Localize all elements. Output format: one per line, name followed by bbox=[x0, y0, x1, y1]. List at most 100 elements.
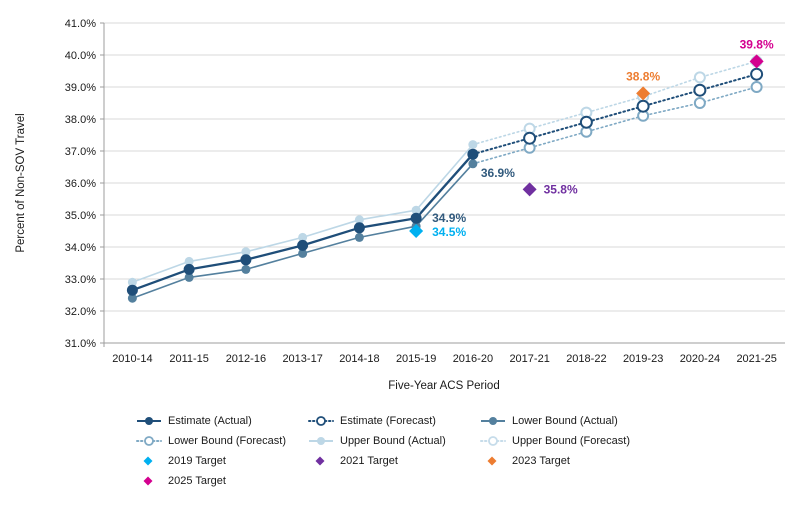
x-tick-label: 2016-20 bbox=[453, 353, 493, 365]
data-point-lower-bound-actual- bbox=[354, 232, 364, 242]
data-point-estimate-actual- bbox=[183, 263, 195, 275]
chart-area: 31.0% 32.0% 33.0% 34.0% 35.0% 36.0% 37.0% 38.0%… bbox=[15, 18, 785, 392]
annotation-label: 36.9% bbox=[481, 166, 515, 180]
diamond-icon bbox=[143, 456, 153, 466]
y-tick-label: 35.0% bbox=[65, 210, 96, 222]
legend-label: Estimate (Actual) bbox=[168, 415, 252, 427]
x-tick-label: 2010-14 bbox=[112, 353, 152, 365]
diamond-icon bbox=[143, 476, 153, 486]
target-diamond-2021-target bbox=[522, 182, 537, 197]
x-tick-label: 2021-25 bbox=[736, 353, 776, 365]
line-marker-icon bbox=[137, 417, 161, 425]
legend-label: 2019 Target bbox=[168, 455, 226, 467]
diamond-icon bbox=[487, 456, 497, 466]
data-point-upper-bound-actual- bbox=[127, 277, 137, 287]
y-tick-label: 40.0% bbox=[65, 50, 96, 62]
data-point-lower-bound-actual- bbox=[127, 293, 137, 303]
y-tick-label: 31.0% bbox=[65, 338, 96, 350]
y-tick-label: 32.0% bbox=[65, 306, 96, 318]
data-point-lower-bound-actual- bbox=[468, 159, 478, 169]
data-point-estimate-actual- bbox=[410, 212, 422, 224]
legend-label: 2025 Target bbox=[168, 475, 226, 487]
legend-label: Lower Bound (Forecast) bbox=[168, 435, 286, 447]
legend: Estimate (Actual) Estimate (Forecast) Lowe… bbox=[136, 411, 652, 491]
annotation-label: 38.8% bbox=[626, 69, 660, 83]
x-tick-label: 2013-17 bbox=[282, 353, 322, 365]
series-line-upper-bound-forecast- bbox=[472, 60, 758, 146]
chart-canvas: 31.0% 32.0% 33.0% 34.0% 35.0% 36.0% 37.0% 38.0%… bbox=[65, 18, 785, 365]
legend-item-2023-target: 2023 Target bbox=[480, 455, 652, 467]
legend-label: Lower Bound (Actual) bbox=[512, 415, 618, 427]
line-marker-icon bbox=[308, 416, 334, 426]
x-tick-label: 2020-24 bbox=[680, 353, 720, 365]
legend-item-estimate-actual-: Estimate (Actual) bbox=[136, 415, 308, 427]
data-point-lower-bound-actual- bbox=[298, 248, 308, 258]
data-point-upper-bound-actual- bbox=[241, 247, 251, 257]
y-tick-label: 38.0% bbox=[65, 114, 96, 126]
series-line-lower-bound-forecast- bbox=[472, 86, 758, 165]
data-point-estimate-actual- bbox=[240, 254, 252, 266]
legend-item-estimate-forecast-: Estimate (Forecast) bbox=[308, 415, 480, 427]
annotation-label: 35.8% bbox=[544, 182, 578, 196]
line-marker-icon bbox=[481, 417, 505, 425]
legend-label: Estimate (Forecast) bbox=[340, 415, 436, 427]
line-marker-icon bbox=[136, 436, 162, 446]
y-tick-label: 36.0% bbox=[65, 178, 96, 190]
x-tick-label: 2012-16 bbox=[226, 353, 266, 365]
legend-item-upper-bound-forecast-: Upper Bound (Forecast) bbox=[480, 435, 652, 447]
data-point-estimate-actual- bbox=[467, 148, 479, 160]
x-tick-label: 2014-18 bbox=[339, 353, 379, 365]
data-point-lower-bound-actual- bbox=[241, 264, 251, 274]
data-point-upper-bound-actual- bbox=[298, 232, 308, 242]
target-diamond-2025-target bbox=[749, 54, 764, 69]
x-tick-label: 2019-23 bbox=[623, 353, 663, 365]
data-point-estimate-actual- bbox=[126, 284, 138, 296]
data-point-estimate-forecast- bbox=[693, 83, 707, 97]
series-line-estimate-forecast- bbox=[471, 73, 758, 156]
data-point-upper-bound-actual- bbox=[411, 205, 421, 215]
x-tick-label: 2017-21 bbox=[509, 353, 549, 365]
data-point-lower-bound-forecast- bbox=[750, 81, 763, 93]
y-axis-title: Percent of Non-SOV Travel bbox=[15, 113, 27, 253]
legend-label: 2023 Target bbox=[512, 455, 570, 467]
data-point-upper-bound-actual- bbox=[354, 215, 364, 225]
line-marker-icon bbox=[309, 437, 333, 445]
y-tick-label: 37.0% bbox=[65, 146, 96, 158]
data-point-lower-bound-forecast- bbox=[693, 97, 706, 109]
data-point-upper-bound-forecast- bbox=[693, 71, 706, 84]
target-diamond-2023-target bbox=[636, 86, 651, 101]
data-point-estimate-actual- bbox=[353, 222, 365, 234]
line-marker-icon bbox=[480, 436, 506, 446]
series-line-estimate-actual- bbox=[131, 153, 474, 292]
legend-item-2025-target: 2025 Target bbox=[136, 475, 308, 487]
data-point-estimate-actual- bbox=[297, 239, 309, 251]
legend-item-upper-bound-actual-: Upper Bound (Actual) bbox=[308, 435, 480, 447]
legend-label: Upper Bound (Forecast) bbox=[512, 435, 630, 447]
data-point-lower-bound-actual- bbox=[184, 272, 194, 282]
annotation-label: 39.8% bbox=[740, 37, 774, 51]
data-point-estimate-forecast- bbox=[579, 115, 593, 129]
x-tick-label: 2015-19 bbox=[396, 353, 436, 365]
x-tick-label: 2011-15 bbox=[169, 353, 209, 365]
diamond-icon bbox=[315, 456, 325, 466]
data-point-estimate-forecast- bbox=[750, 67, 764, 81]
legend-item-lower-bound-forecast-: Lower Bound (Forecast) bbox=[136, 435, 308, 447]
data-point-upper-bound-actual- bbox=[184, 256, 194, 266]
y-tick-label: 41.0% bbox=[65, 18, 96, 30]
legend-item-lower-bound-actual-: Lower Bound (Actual) bbox=[480, 415, 652, 427]
y-tick-label: 33.0% bbox=[65, 274, 96, 286]
legend-label: 2021 Target bbox=[340, 455, 398, 467]
x-axis-title: Five-Year ACS Period bbox=[388, 380, 500, 392]
data-point-upper-bound-actual- bbox=[468, 140, 478, 150]
data-point-estimate-forecast- bbox=[523, 131, 537, 145]
y-tick-label: 34.0% bbox=[65, 242, 96, 254]
legend-item-2021-target: 2021 Target bbox=[308, 455, 480, 467]
target-diamond-2019-target bbox=[409, 224, 424, 238]
y-tick-label: 39.0% bbox=[65, 82, 96, 94]
legend-label: Upper Bound (Actual) bbox=[340, 435, 446, 447]
x-tick-label: 2018-22 bbox=[566, 353, 606, 365]
annotation-label: 34.5% bbox=[432, 225, 466, 239]
annotation-label: 34.9% bbox=[432, 211, 466, 225]
data-point-estimate-forecast- bbox=[636, 99, 650, 113]
